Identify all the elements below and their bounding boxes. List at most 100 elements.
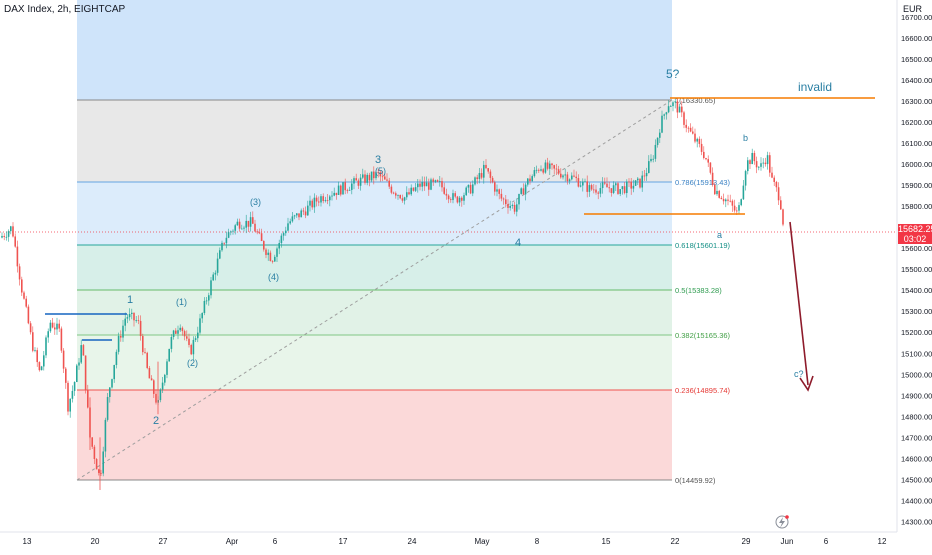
candle-body (289, 221, 291, 224)
candle-body (604, 182, 606, 184)
candle-body (500, 193, 503, 199)
x-axis[interactable]: 13 20 27 Apr 6 17 24 May 8 15 22 29 Jun 6 12 (23, 537, 887, 546)
candle-body (450, 199, 452, 201)
candle-body (69, 398, 71, 412)
candle-body (291, 216, 294, 222)
candle-body (25, 298, 27, 307)
candle-body (267, 252, 269, 255)
candle-body (381, 176, 384, 178)
candle-body (771, 172, 773, 178)
candle-body (535, 169, 538, 171)
x-tick-label: 20 (91, 537, 100, 546)
lightning-icon[interactable] (775, 515, 789, 529)
candle-body (300, 210, 302, 218)
candle-body (634, 180, 637, 186)
candle-body (538, 169, 540, 171)
last-price-value: 15682.25 (898, 224, 932, 234)
candle-body (766, 155, 769, 165)
candle-body (542, 169, 544, 173)
candle-body (606, 183, 608, 188)
candle-body (309, 200, 311, 206)
x-tick-label: 13 (23, 537, 32, 546)
candle-body (29, 323, 32, 333)
candle-body (714, 184, 716, 195)
candle-body (287, 223, 289, 231)
candle-body (733, 205, 736, 211)
candle-body (505, 199, 507, 205)
wave-label-i5: (5) (375, 166, 386, 176)
candle-body (742, 185, 745, 200)
candle-body (18, 266, 21, 280)
candle-body (720, 197, 723, 200)
candle-body (474, 177, 476, 185)
candle-body (412, 187, 415, 191)
candle-body (463, 195, 465, 201)
candle-body (269, 252, 272, 262)
y-tick-label: 15600.00 (901, 244, 932, 253)
candle-body (736, 210, 738, 212)
candle-body (293, 215, 296, 217)
candle-body (67, 382, 69, 412)
candle-body (177, 330, 179, 334)
candle-body (423, 182, 426, 187)
wave-label-3: 3 (375, 154, 381, 166)
candle-body (377, 172, 379, 174)
fib-zone-05-0382 (77, 290, 672, 335)
candle-body (201, 313, 203, 319)
candle-body (236, 221, 239, 226)
y-tick-label: 14900.00 (901, 391, 932, 400)
candle-body (181, 327, 184, 332)
candle-body (555, 168, 558, 170)
y-tick-label: 15800.00 (901, 202, 932, 211)
y-axis[interactable]: 14300.00 14400.00 14500.00 14600.00 14700.00… (901, 13, 932, 527)
candle-body (370, 171, 373, 181)
candle-body (454, 193, 456, 197)
y-tick-label: 14700.00 (901, 433, 932, 442)
candle-body (265, 249, 267, 255)
candle-body (436, 180, 439, 182)
candle-body (117, 336, 120, 352)
candle-body (590, 185, 593, 190)
candle-body (472, 184, 474, 194)
candle-body (390, 186, 393, 193)
y-tick-label: 15900.00 (901, 181, 932, 190)
candle-body (403, 197, 406, 201)
candle-body (102, 451, 104, 474)
candle-body (540, 169, 542, 171)
candle-body (511, 204, 514, 206)
candle-body (32, 332, 34, 351)
candle-body (705, 157, 707, 160)
candle-body (80, 345, 82, 363)
candle-body (188, 338, 190, 345)
candle-body (216, 258, 219, 273)
candle-body (104, 419, 107, 452)
candle-body (150, 378, 153, 381)
candle-body (146, 352, 148, 369)
candle-body (749, 160, 751, 165)
candle-body (21, 279, 23, 293)
wave-label-5: 5? (666, 67, 680, 81)
candle-body (652, 158, 654, 160)
candle-body (764, 162, 767, 165)
candle-body (113, 364, 115, 380)
candle-body (205, 300, 208, 302)
candle-body (192, 339, 195, 355)
candle-body (571, 175, 573, 180)
candle-body (142, 336, 144, 353)
candle-body (353, 178, 355, 184)
candle-body (758, 166, 760, 168)
candle-body (120, 336, 122, 338)
last-price-tag: 15682.25 03:02 (898, 224, 932, 244)
x-tick-label: 17 (339, 537, 348, 546)
candle-body (388, 180, 390, 187)
candle-body (164, 374, 166, 383)
candle-body (3, 235, 5, 237)
candle-body (441, 181, 443, 188)
x-tick-label: Jun (781, 537, 794, 546)
candle-body (36, 350, 38, 363)
wave-label-i1: (1) (176, 297, 187, 307)
wave-label-a: a (717, 230, 722, 240)
x-tick-label: 12 (878, 537, 887, 546)
